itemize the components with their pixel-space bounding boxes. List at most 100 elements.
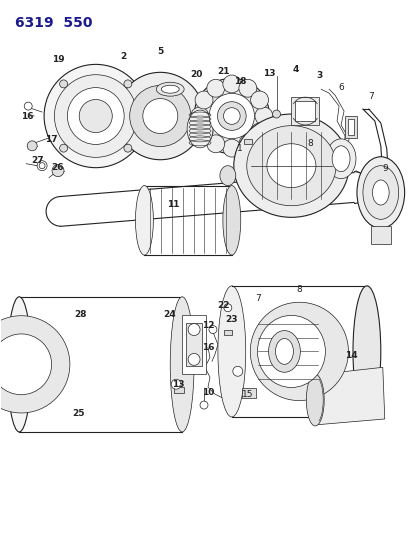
Text: 7: 7 bbox=[254, 294, 260, 303]
Circle shape bbox=[193, 78, 269, 154]
Text: 7: 7 bbox=[367, 92, 373, 101]
Circle shape bbox=[39, 163, 45, 168]
Text: 23: 23 bbox=[225, 315, 238, 324]
Circle shape bbox=[124, 80, 132, 88]
Ellipse shape bbox=[275, 338, 293, 365]
Circle shape bbox=[190, 107, 208, 125]
Bar bbox=[241, 388, 255, 398]
Circle shape bbox=[250, 123, 268, 141]
Circle shape bbox=[142, 99, 178, 133]
Ellipse shape bbox=[362, 166, 398, 219]
Text: 5: 5 bbox=[157, 47, 163, 56]
Circle shape bbox=[67, 87, 124, 144]
Circle shape bbox=[223, 304, 231, 312]
Ellipse shape bbox=[156, 82, 184, 96]
Circle shape bbox=[188, 353, 200, 365]
Bar bbox=[291, 97, 319, 125]
Circle shape bbox=[24, 102, 32, 110]
Text: 6: 6 bbox=[337, 83, 343, 92]
Bar bbox=[294, 101, 315, 121]
Ellipse shape bbox=[222, 185, 240, 255]
Text: 16: 16 bbox=[21, 111, 34, 120]
Circle shape bbox=[44, 64, 147, 168]
Text: 14: 14 bbox=[344, 351, 357, 360]
Ellipse shape bbox=[7, 297, 31, 432]
Bar bbox=[347, 119, 353, 135]
Circle shape bbox=[254, 107, 272, 125]
Bar bbox=[186, 322, 202, 366]
Text: 25: 25 bbox=[72, 409, 85, 418]
Circle shape bbox=[27, 141, 37, 151]
Text: 28: 28 bbox=[74, 310, 87, 319]
Text: 22: 22 bbox=[217, 301, 229, 310]
Ellipse shape bbox=[187, 110, 212, 148]
Text: 24: 24 bbox=[162, 310, 175, 319]
Text: 11: 11 bbox=[166, 200, 179, 209]
Circle shape bbox=[209, 326, 216, 334]
Text: 1: 1 bbox=[236, 144, 242, 154]
Text: 10: 10 bbox=[201, 387, 213, 397]
Bar bbox=[182, 314, 205, 374]
Ellipse shape bbox=[257, 316, 325, 387]
Circle shape bbox=[195, 123, 212, 141]
Text: 8: 8 bbox=[307, 139, 312, 148]
Circle shape bbox=[209, 93, 254, 139]
Text: 3: 3 bbox=[315, 71, 321, 80]
Circle shape bbox=[124, 144, 132, 152]
Circle shape bbox=[200, 401, 207, 409]
Circle shape bbox=[379, 175, 391, 187]
Bar bbox=[370, 227, 390, 244]
Ellipse shape bbox=[331, 146, 349, 172]
Text: 13: 13 bbox=[263, 69, 275, 78]
Text: 16: 16 bbox=[201, 343, 214, 352]
Ellipse shape bbox=[135, 185, 153, 255]
Circle shape bbox=[0, 334, 52, 395]
Circle shape bbox=[54, 75, 137, 157]
Text: 27: 27 bbox=[31, 156, 43, 165]
Ellipse shape bbox=[306, 374, 324, 426]
Bar bbox=[344, 116, 356, 138]
Text: 13: 13 bbox=[171, 379, 184, 389]
Text: 15: 15 bbox=[241, 390, 253, 399]
Polygon shape bbox=[310, 367, 384, 425]
Text: 18: 18 bbox=[234, 77, 246, 86]
Text: 2: 2 bbox=[120, 52, 126, 61]
Ellipse shape bbox=[352, 286, 380, 417]
Text: 9: 9 bbox=[381, 164, 387, 173]
Bar bbox=[243, 139, 251, 144]
Text: 12: 12 bbox=[201, 321, 214, 330]
Ellipse shape bbox=[356, 157, 404, 228]
Circle shape bbox=[59, 144, 67, 152]
Circle shape bbox=[232, 366, 242, 376]
Ellipse shape bbox=[217, 286, 245, 417]
Circle shape bbox=[206, 135, 224, 153]
Bar bbox=[223, 329, 231, 335]
Ellipse shape bbox=[268, 330, 300, 372]
Ellipse shape bbox=[266, 144, 315, 188]
Text: 20: 20 bbox=[189, 70, 202, 79]
Circle shape bbox=[217, 102, 245, 131]
Ellipse shape bbox=[246, 126, 335, 206]
Circle shape bbox=[206, 79, 224, 97]
Circle shape bbox=[223, 108, 240, 124]
Circle shape bbox=[79, 100, 112, 133]
Text: 26: 26 bbox=[51, 163, 63, 172]
Text: 21: 21 bbox=[217, 67, 229, 76]
Ellipse shape bbox=[326, 139, 355, 179]
Circle shape bbox=[129, 85, 191, 147]
Circle shape bbox=[238, 135, 256, 153]
Ellipse shape bbox=[219, 166, 235, 185]
Circle shape bbox=[188, 324, 200, 336]
Circle shape bbox=[37, 161, 47, 171]
Ellipse shape bbox=[371, 180, 388, 205]
Ellipse shape bbox=[233, 114, 348, 217]
Text: 6319  550: 6319 550 bbox=[15, 15, 92, 30]
Circle shape bbox=[222, 75, 240, 93]
Circle shape bbox=[250, 91, 268, 109]
Circle shape bbox=[272, 110, 280, 118]
Circle shape bbox=[238, 79, 256, 97]
Ellipse shape bbox=[161, 85, 179, 93]
Circle shape bbox=[116, 72, 204, 160]
Circle shape bbox=[222, 139, 240, 157]
Text: 4: 4 bbox=[292, 65, 298, 74]
